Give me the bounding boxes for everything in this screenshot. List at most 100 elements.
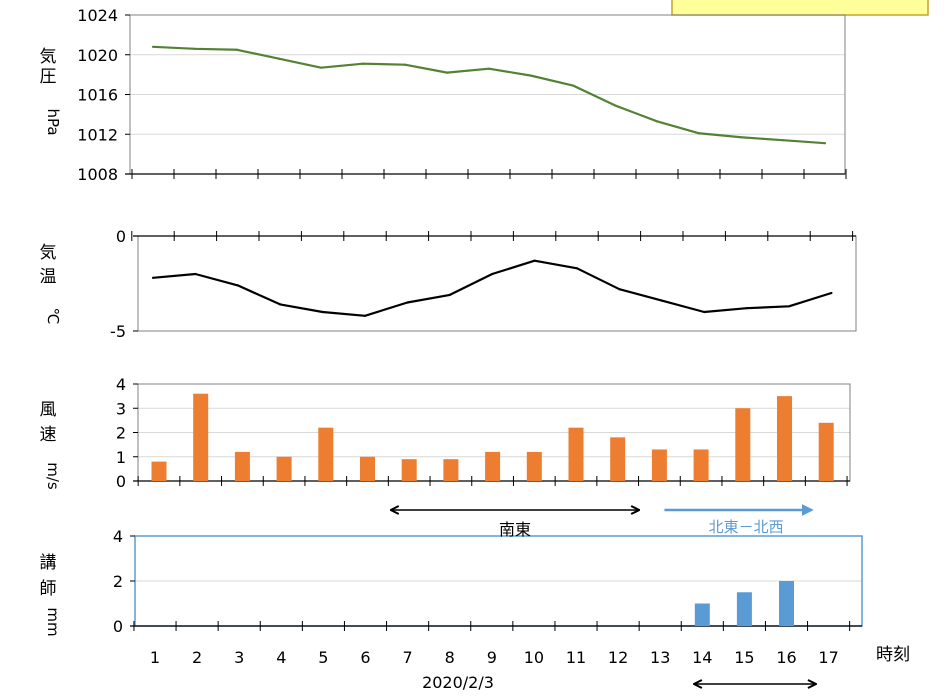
- data-point: [237, 284, 239, 286]
- chart-panel-2: -5 0 気温 ℃: [40, 227, 857, 341]
- bar: [443, 459, 458, 481]
- bar: [235, 452, 250, 481]
- x-tick-label: 17: [818, 648, 838, 667]
- y-axis-label-char: 圧: [40, 67, 57, 87]
- bar: [737, 592, 752, 626]
- y-tick-label: 0: [113, 617, 123, 636]
- y-axis-label-char: 気: [40, 243, 57, 263]
- x-tick-label: 12: [608, 648, 628, 667]
- data-point: [278, 58, 280, 60]
- y-tick-label: 4: [113, 527, 123, 546]
- y-tick-label: 1008: [77, 165, 118, 184]
- bar: [819, 423, 834, 481]
- bar: [777, 396, 792, 481]
- bar: [360, 457, 375, 481]
- data-point: [703, 311, 705, 313]
- x-tick-label: 3: [234, 648, 244, 667]
- y-axis-unit-label: ℃: [44, 308, 62, 325]
- y-axis-label-char: 温: [40, 267, 57, 287]
- data-point: [698, 132, 700, 134]
- data-point: [322, 311, 324, 313]
- data-point: [449, 294, 451, 296]
- bar: [152, 462, 167, 481]
- data-point: [406, 301, 408, 303]
- bar: [694, 449, 709, 481]
- data-point: [576, 267, 578, 269]
- y-axis-label-char: 気: [40, 47, 57, 67]
- x-tick-label: 11: [566, 648, 586, 667]
- y-axis-label-char: 講: [40, 553, 57, 573]
- northeast-northwest-label: 北東－北西: [709, 518, 784, 536]
- bar: [735, 408, 750, 481]
- x-axis-unit-label: 時刻: [876, 645, 910, 665]
- data-point: [614, 104, 616, 106]
- bar: [652, 449, 667, 481]
- x-tick-label: 4: [276, 648, 286, 667]
- data-point: [488, 68, 490, 70]
- x-tick-label: 15: [734, 648, 754, 667]
- data-point: [362, 63, 364, 65]
- data-point: [534, 260, 536, 262]
- data-point: [236, 49, 238, 51]
- y-axis-unit-label: mm: [44, 607, 62, 636]
- data-point: [746, 307, 748, 309]
- data-point: [446, 72, 448, 74]
- y-tick-label: 0: [116, 472, 126, 491]
- data-point: [788, 305, 790, 307]
- y-tick-label: 1012: [77, 125, 118, 144]
- data-point: [740, 136, 742, 138]
- bar: [527, 452, 542, 481]
- x-tick-label: 1: [150, 648, 160, 667]
- x-tick-label: 16: [776, 648, 796, 667]
- southeast-label: 南東: [499, 520, 531, 539]
- chart-panel-3: 0 1 2 3 4 風速 m/s: [40, 375, 851, 491]
- chart-panel-4: 0 2 4 講師 mm: [40, 527, 863, 637]
- x-tick-label: 8: [445, 648, 455, 667]
- y-axis-label-char: 師: [40, 579, 57, 599]
- bar: [485, 452, 500, 481]
- data-point: [194, 48, 196, 50]
- x-axis-date-label: 2020/2/3: [422, 673, 494, 692]
- y-tick-label: -5: [110, 322, 126, 341]
- y-tick-label: 1016: [77, 86, 118, 105]
- x-tick-label: 10: [524, 648, 544, 667]
- data-point: [830, 292, 832, 294]
- data-point: [364, 315, 366, 317]
- data-point: [279, 303, 281, 305]
- bar: [193, 394, 208, 481]
- y-axis-unit-label: m/s: [44, 462, 62, 490]
- x-tick-label: 9: [487, 648, 497, 667]
- x-tick-label: 7: [403, 648, 413, 667]
- data-point: [782, 139, 784, 141]
- bar: [569, 428, 584, 481]
- chart-panels: 10081012101610201024気圧hPa-50気温℃01234風速m/…: [40, 6, 863, 637]
- data-point: [661, 300, 663, 302]
- bar: [779, 581, 794, 626]
- data-point: [618, 288, 620, 290]
- y-tick-label: 1: [116, 448, 126, 467]
- y-tick-label: 3: [116, 399, 126, 418]
- x-tick-label: 5: [318, 648, 328, 667]
- chart-panel-1: 1008 1012 1016 1020 1024 気圧 hPa: [40, 6, 847, 184]
- bar: [277, 457, 292, 481]
- data-point: [194, 273, 196, 275]
- y-tick-label: 2: [113, 572, 123, 591]
- x-tick-label: 14: [692, 648, 712, 667]
- x-axis: 1 2 3 4 5 6 7 8 9 10 11 12 13 14 15 16 17: [150, 648, 839, 667]
- y-axis-unit-label: hPa: [44, 108, 62, 135]
- y-tick-label: 1024: [77, 6, 118, 25]
- data-point: [320, 67, 322, 69]
- legend-box: [672, 0, 928, 15]
- y-axis-label-char: 速: [40, 425, 57, 445]
- data-point: [491, 273, 493, 275]
- x-tick-label: 2: [192, 648, 202, 667]
- y-tick-label: 0: [116, 227, 126, 246]
- bar: [318, 428, 333, 481]
- y-axis-label-char: 風: [40, 400, 57, 420]
- data-point: [656, 120, 658, 122]
- bar: [402, 459, 417, 481]
- y-tick-label: 1020: [77, 46, 118, 65]
- bar: [610, 437, 625, 481]
- y-tick-label: 4: [116, 375, 126, 394]
- x-tick-label: 13: [650, 648, 670, 667]
